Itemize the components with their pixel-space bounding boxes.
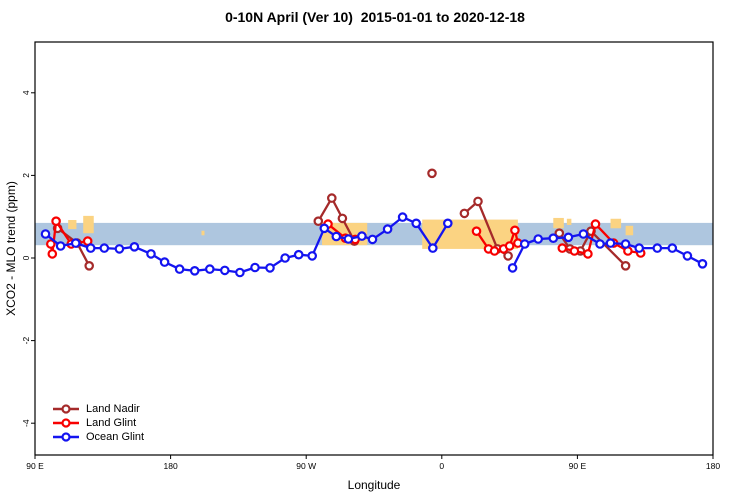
- x-tick-label: 180: [164, 461, 178, 471]
- series-marker-land-glint: [489, 246, 500, 256]
- series-marker-ocean-glint: [634, 243, 645, 253]
- series-marker-ocean-glint: [307, 251, 318, 261]
- legend-swatch-icon: [53, 432, 79, 442]
- legend-label: Land Glint: [86, 417, 137, 429]
- highlight-band-orange-right-a: [553, 217, 564, 229]
- series-marker-land-glint: [590, 219, 601, 229]
- series-marker-land-nadir: [313, 216, 324, 227]
- series-marker-ocean-glint: [652, 243, 663, 253]
- series-marker-ocean-glint: [507, 263, 518, 273]
- series-marker-ocean-glint: [357, 231, 367, 241]
- series-marker-land-nadir: [326, 193, 337, 203]
- series-marker-land-glint: [569, 246, 580, 256]
- highlight-band-orange-right-c: [610, 218, 622, 229]
- highlight-band-orange-right-d: [625, 225, 634, 236]
- series-marker-land-nadir: [459, 208, 470, 219]
- series-marker-ocean-glint: [159, 257, 170, 267]
- series-marker-ocean-glint: [519, 239, 530, 249]
- legend-swatch-icon: [53, 418, 79, 428]
- series-marker-land-nadir: [84, 260, 95, 271]
- x-tick-label: 90 E: [26, 461, 44, 471]
- y-tick-label: -2: [21, 337, 31, 345]
- series-marker-ocean-glint: [563, 232, 574, 243]
- highlight-band-orange-left-a: [68, 220, 77, 230]
- series-marker-ocean-glint: [578, 229, 589, 239]
- series-marker-ocean-glint: [533, 234, 544, 244]
- series-marker-ocean-glint: [250, 262, 260, 273]
- series-marker-land-glint: [583, 249, 593, 259]
- series-marker-land-glint: [471, 226, 482, 237]
- y-tick-label: 0: [21, 255, 31, 260]
- series-marker-land-nadir: [427, 168, 437, 179]
- series-marker-ocean-glint: [220, 265, 230, 276]
- plot-border: [34, 41, 714, 456]
- series-marker-ocean-glint: [605, 238, 616, 248]
- series-marker-ocean-glint: [85, 243, 96, 253]
- series-marker-ocean-glint: [697, 258, 708, 269]
- series-marker-land-glint: [47, 249, 58, 259]
- series-marker-ocean-glint: [265, 263, 275, 273]
- series-marker-land-glint: [557, 243, 568, 253]
- series-marker-ocean-glint: [40, 229, 51, 239]
- y-axis-title: XCO2 - MLO trend (ppm): [4, 181, 18, 316]
- series-marker-ocean-glint: [235, 267, 245, 278]
- series-marker-ocean-glint: [205, 264, 215, 274]
- x-tick-label: 90 E: [569, 461, 587, 471]
- series-marker-ocean-glint: [382, 224, 393, 234]
- series-marker-ocean-glint: [442, 218, 453, 229]
- series-marker-ocean-glint: [114, 244, 125, 254]
- series-marker-ocean-glint: [99, 243, 110, 253]
- series-marker-ocean-glint: [319, 223, 330, 234]
- y-tick-label: 2: [21, 173, 31, 178]
- series-marker-ocean-glint: [411, 218, 422, 229]
- series-marker-ocean-glint: [129, 242, 140, 252]
- series-marker-land-nadir: [337, 213, 348, 224]
- series-marker-land-glint: [45, 239, 56, 249]
- highlight-band-orange-left-b: [83, 215, 94, 234]
- legend-swatch-icon: [53, 404, 79, 414]
- series-marker-ocean-glint: [70, 238, 81, 248]
- series-marker-land-nadir: [473, 196, 483, 207]
- y-tick-label: 4: [21, 90, 31, 95]
- legend-label: Ocean Glint: [86, 431, 145, 443]
- series-marker-ocean-glint: [174, 264, 185, 274]
- highlight-band-orange-right-b: [566, 218, 572, 225]
- legend-item-ocean-glint: Ocean Glint: [52, 430, 144, 444]
- series-marker-ocean-glint: [367, 234, 378, 245]
- highlight-band-orange-dot: [201, 230, 205, 236]
- series-marker-land-nadir: [503, 251, 513, 261]
- legend-label: Land Nadir: [86, 403, 140, 415]
- series-marker-ocean-glint: [343, 234, 354, 244]
- series-marker-land-nadir: [620, 260, 631, 271]
- legend-item-land-glint: Land Glint: [52, 416, 144, 430]
- series-marker-ocean-glint: [595, 239, 605, 249]
- series-marker-ocean-glint: [397, 212, 408, 222]
- series-marker-ocean-glint: [548, 233, 559, 244]
- series-marker-ocean-glint: [620, 239, 631, 249]
- legend-item-land-nadir: Land Nadir: [52, 402, 144, 416]
- series-marker-ocean-glint: [682, 251, 693, 261]
- x-tick-label: 0: [439, 461, 444, 471]
- series-marker-land-glint: [504, 241, 515, 251]
- series-marker-ocean-glint: [667, 243, 678, 253]
- series-marker-ocean-glint: [293, 249, 304, 260]
- highlight-band-orange-0: [422, 219, 518, 249]
- x-axis-title: Longitude: [347, 478, 401, 492]
- series-marker-ocean-glint: [280, 253, 290, 263]
- legend: Land Nadir Land Glint Ocean Glint: [52, 402, 144, 444]
- series-marker-ocean-glint: [331, 231, 342, 242]
- chart-title: 0-10N April (Ver 10) 2015-01-01 to 2020-…: [225, 9, 525, 25]
- series-marker-ocean-glint: [189, 265, 200, 276]
- series-marker-ocean-glint: [146, 249, 156, 259]
- series-marker-ocean-glint: [427, 243, 438, 253]
- series-marker-land-glint: [51, 216, 61, 227]
- x-tick-label: 90 W: [296, 461, 316, 471]
- series-marker-land-glint: [510, 225, 520, 236]
- series-line-land-nadir: [317, 196, 356, 243]
- series-marker-ocean-glint: [55, 241, 66, 251]
- y-tick-label: -4: [21, 419, 31, 427]
- x-tick-label: 180: [706, 461, 720, 471]
